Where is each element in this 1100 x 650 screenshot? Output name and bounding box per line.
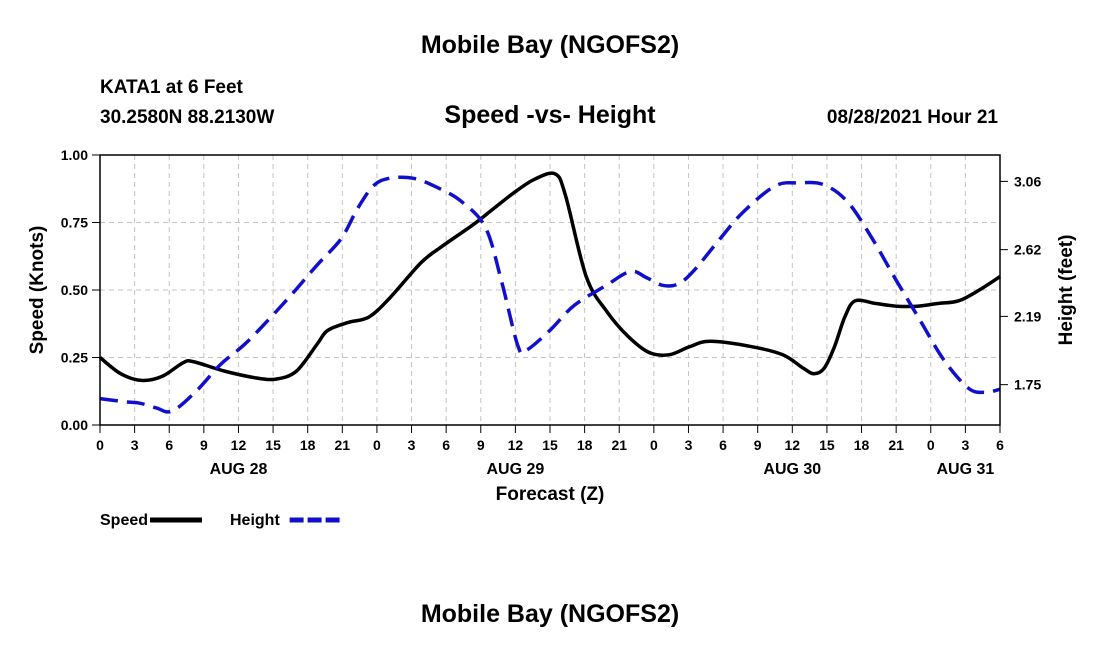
chart-series [98,171,1001,414]
x-tick-label: 12 [508,437,524,453]
y2-tick-label: 2.62 [1014,242,1041,258]
y-axis-label: Speed (Knots) [27,226,48,355]
x-tick-label: 3 [408,437,416,453]
x-axis-label: Forecast (Z) [496,484,605,505]
x-tick-label: 6 [996,437,1004,453]
series-speed-line [98,171,1001,383]
x-tick-label: 3 [961,437,969,453]
x-tick-label: 15 [265,437,281,453]
y-tick-label: 0.50 [61,282,88,298]
y2-tick-label: 2.19 [1014,308,1041,324]
page-footer-title: Mobile Bay (NGOFS2) [420,600,680,628]
x-tick-label: 6 [442,437,450,453]
series-height-line [99,175,1001,414]
x-tick-label: 0 [650,437,658,453]
x-tick-label: 9 [477,437,485,453]
y2-tick-label: 1.75 [1014,377,1041,393]
day-label: AUG 30 [763,461,821,478]
x-tick-label: 3 [131,437,139,453]
x-tick-label: 21 [611,437,627,453]
x-tick-label: 0 [927,437,935,453]
chart-grid [100,155,1000,425]
x-tick-label: 6 [719,437,727,453]
forecast-datetime: 08/28/2021 Hour 21 [826,107,998,128]
page-title: Mobile Bay (NGOFS2) [420,31,680,59]
x-tick-label: 18 [577,437,593,453]
x-tick-label: 0 [96,437,104,453]
legend-label-speed: Speed [100,512,148,529]
coordinates-label: 30.2580N 88.2130W [100,107,275,128]
x-tick-label: 15 [542,437,558,453]
x-tick-label: 6 [165,437,173,453]
x-tick-label: 9 [200,437,208,453]
x-tick-label: 21 [335,437,351,453]
station-label: KATA1 at 6 Feet [100,77,243,98]
x-tick-label: 12 [231,437,247,453]
chart-legend: Speed Height [100,512,342,529]
chart-axes: 0 3 6 9 12 15 18 21 0 3 6 9 12 15 18 21 0 3 6 9 12 15 18 21 0 3 6A… [61,147,1042,478]
legend-label-height: Height [230,512,280,529]
chart-title: Speed -vs- Height [444,101,656,129]
day-label: AUG 31 [936,461,994,478]
x-tick-label: 18 [854,437,870,453]
y2-axis-label: Height (feet) [1056,235,1077,346]
x-tick-label: 15 [819,437,835,453]
day-label: AUG 28 [210,461,268,478]
y-tick-label: 1.00 [61,147,88,163]
x-tick-label: 3 [685,437,693,453]
y2-tick-label: 3.06 [1014,173,1041,189]
day-label: AUG 29 [486,461,544,478]
x-tick-label: 21 [888,437,904,453]
y-tick-label: 0.00 [61,417,88,433]
x-tick-label: 0 [373,437,381,453]
x-tick-label: 18 [300,437,316,453]
y-tick-label: 0.25 [61,350,88,366]
x-tick-label: 9 [754,437,762,453]
x-tick-label: 12 [785,437,801,453]
y-tick-label: 0.75 [61,215,88,231]
